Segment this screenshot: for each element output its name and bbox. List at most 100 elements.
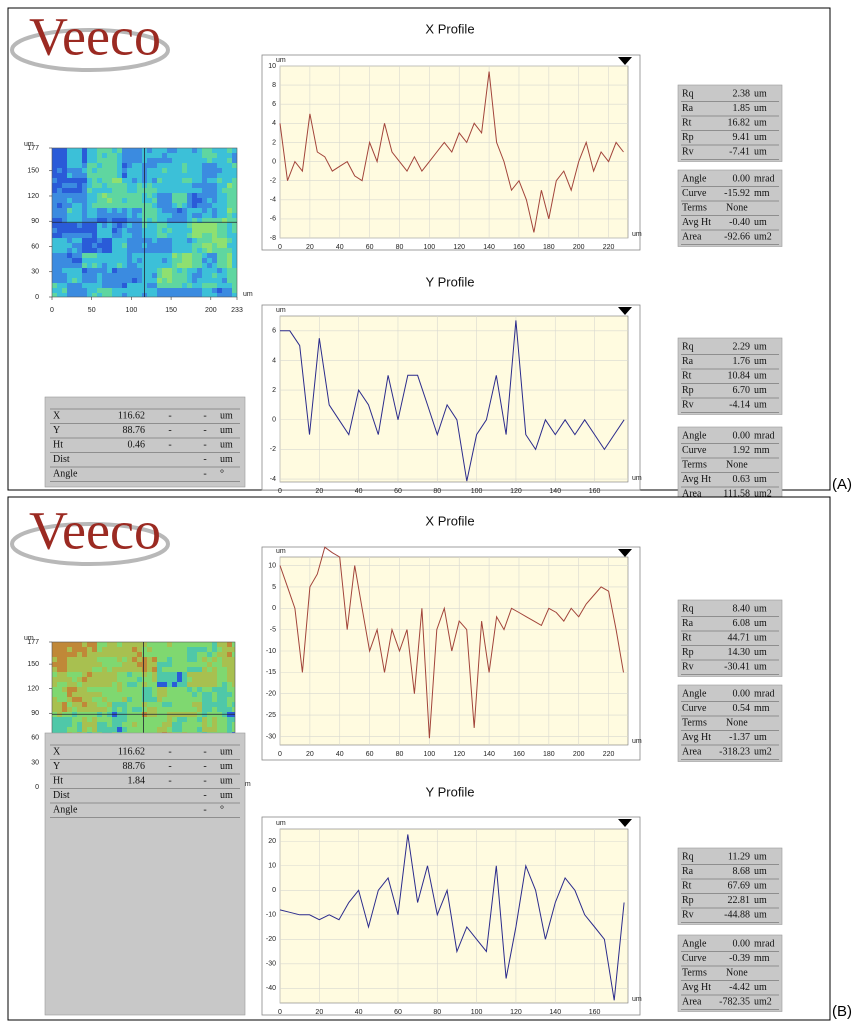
heatmap-cell [202,183,207,188]
heatmap-cell [127,273,132,278]
heatmap-cell [112,178,117,183]
heatmap-cell [207,687,212,692]
heatmap-cell [77,273,82,278]
heatmap-cell [77,692,82,697]
stat-unit: um [754,342,767,353]
heatmap-cell [212,163,217,168]
heatmap-cell [167,707,172,712]
heatmap-cell [217,158,222,163]
heatmap-cell [137,707,142,712]
heatmap-cell [92,717,97,722]
x-tick-label: 220 [603,751,615,758]
heatmap-cell [112,168,117,173]
heatmap-cell [182,183,187,188]
heatmap-cell [117,173,122,178]
heatmap-cell [132,193,137,198]
x-tick-label: 120 [453,751,465,758]
heatmap-cell [117,677,122,682]
heatmap-cell [232,253,237,258]
heatmap-cell [217,288,222,293]
heatmap-cell [152,657,157,662]
heatmap-cell [222,288,227,293]
heatmap-cell [217,672,222,677]
heatmap-cell [67,268,72,273]
heatmap-cell [202,243,207,248]
heatmap-cell [77,278,82,283]
heatmap-cell [192,652,197,657]
heatmap-cell [202,213,207,218]
y-axis-label: um [24,635,34,642]
stat-value: 44.71 [728,633,751,644]
heatmap-cell [222,253,227,258]
cursor-cell: - [203,440,206,451]
heatmap-cell [82,183,87,188]
heatmap-cell [162,253,167,258]
heatmap-cell [177,278,182,283]
heatmap-cell [92,682,97,687]
heatmap-cell [217,268,222,273]
heatmap-cell [107,203,112,208]
heatmap-cell [132,218,137,223]
stat-unit: um [754,356,767,367]
heatmap-cell [157,168,162,173]
stat-unit: um [754,371,767,382]
heatmap-cell [132,268,137,273]
heatmap-cell [142,657,147,662]
heatmap-cell [147,153,152,158]
heatmap-cell [62,278,67,283]
heatmap-cell [222,223,227,228]
heatmap-cell [72,158,77,163]
heatmap-cell [62,158,67,163]
cursor-cell: - [203,469,206,480]
heatmap-cell [117,692,122,697]
stat-label: Area [682,997,702,1008]
heatmap-cell [132,642,137,647]
stat-value: 8.40 [733,604,751,615]
heatmap-cell [182,158,187,163]
heatmap-cell [117,727,122,732]
heatmap-cell [62,248,67,253]
heatmap-cell [147,293,152,297]
profile-line [279,71,624,233]
heatmap-cell [112,213,117,218]
heatmap-cell [57,203,62,208]
heatmap-cell [77,208,82,213]
heatmap-cell [172,148,177,153]
heatmap-cell [147,677,152,682]
heatmap-cell [177,218,182,223]
cursor-cell: Y [53,425,60,436]
heatmap-cell [147,173,152,178]
heatmap-cell [222,238,227,243]
cursor-cell: ° [220,469,224,480]
heatmap-cell [107,238,112,243]
heatmap-cell [162,697,167,702]
heatmap-cell [127,652,132,657]
heatmap-cell [207,692,212,697]
heatmap-cell [197,692,202,697]
heatmap-cell [212,243,217,248]
heatmap-cell [82,707,87,712]
heatmap-cell [117,213,122,218]
heatmap-cell [217,168,222,173]
heatmap-cell [152,213,157,218]
heatmap-cell [177,662,182,667]
heatmap-cell [87,273,92,278]
heatmap-cell [157,233,162,238]
x-tick-label: 120 [510,1009,522,1016]
heatmap-cell [232,183,237,188]
cursor-cell: - [203,411,206,422]
heatmap-cell [182,717,187,722]
heatmap-cell [217,697,222,702]
heatmap-cell [107,178,112,183]
heatmap-cell [92,188,97,193]
heatmap-cell [187,288,192,293]
x-tick-label: 180 [543,751,555,758]
heatmap-cell [147,148,152,153]
heatmap-cell [157,652,162,657]
heatmap-cell [117,722,122,727]
heatmap-cell [82,657,87,662]
heatmap-cell [152,283,157,288]
heatmap-cell [87,667,92,672]
heatmap-cell [122,727,127,732]
heatmap-cell [147,253,152,258]
